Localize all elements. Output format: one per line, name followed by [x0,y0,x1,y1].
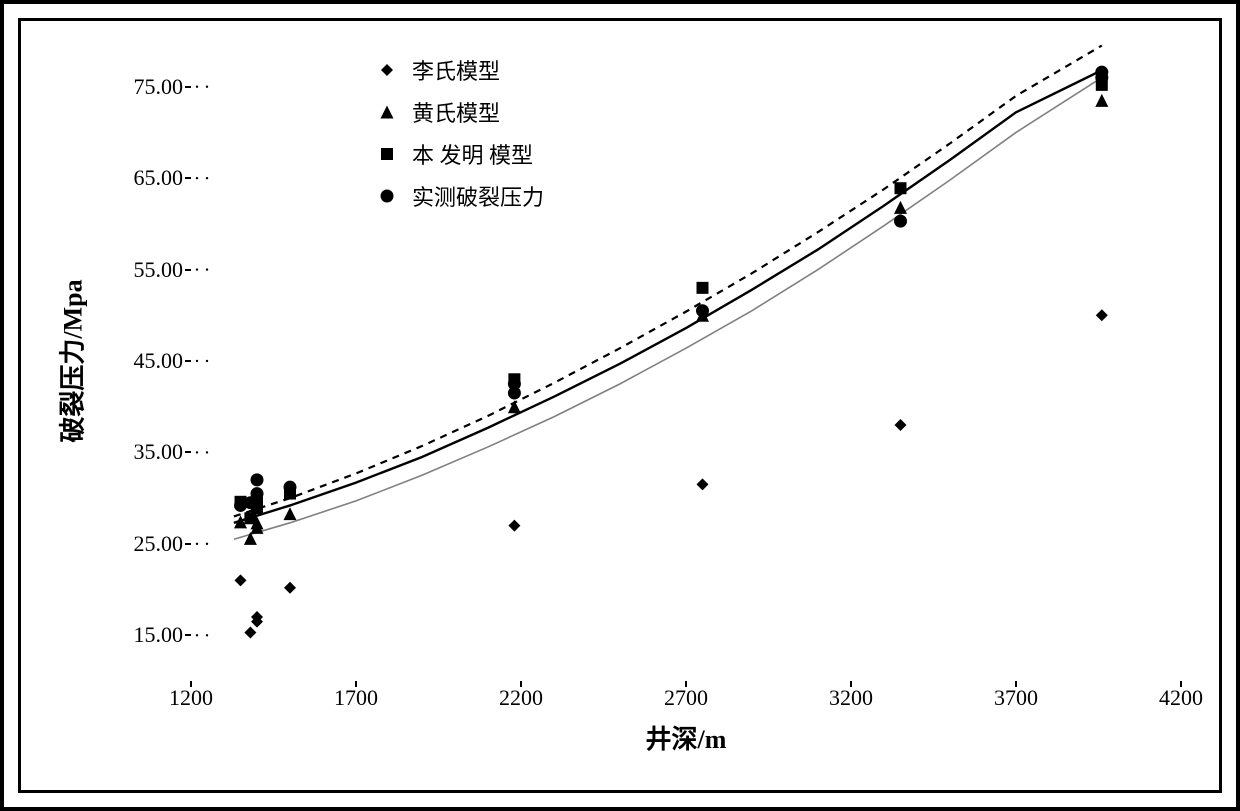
y-tick-mark [185,269,191,271]
x-tick-mark [355,681,357,687]
legend-marker-icon [376,185,398,207]
y-tick-mark [185,177,191,179]
y-tick-label: 55.00 [134,257,184,283]
x-tick-label: 3200 [829,685,873,711]
y-tick-mark [185,634,191,636]
legend-marker-icon [376,101,398,123]
y-tick-mark [185,360,191,362]
y-tick-label: 65.00 [134,165,184,191]
legend-item: 本 发明 模型 [376,140,544,168]
y-tick-label: 75.00 [134,74,184,100]
x-tick-label: 1200 [169,685,213,711]
chart-container: 15.00 25.00 35.00 45.00 55.00 65.00 75.00 1200 1… [18,18,1222,793]
x-tick-label: 1700 [334,685,378,711]
x-axis-title: 井深/m [646,719,727,756]
outer-frame: 15.00 25.00 35.00 45.00 55.00 65.00 75.00 1200 1… [0,0,1240,811]
y-tick-label: 15.00 [134,622,184,648]
x-tick-mark [685,681,687,687]
x-tick-label: 2200 [499,685,543,711]
legend-item: 李氏模型 [376,56,544,84]
legend-label: 本 发明 模型 [412,138,533,170]
x-tick-label: 3700 [994,685,1038,711]
y-tick-mark [185,86,191,88]
x-tick-label: 4200 [1159,685,1203,711]
x-tick-mark [1180,681,1182,687]
legend-marker-icon [376,59,398,81]
y-tick-label: 35.00 [134,439,184,465]
legend-label: 黄氏模型 [412,96,500,128]
legend-label: 李氏模型 [412,54,500,86]
legend-marker-icon [376,143,398,165]
y-tick-label: 25.00 [134,531,184,557]
x-tick-mark [1015,681,1017,687]
y-axis-title: 破裂压力/Mpa [53,279,90,442]
legend: 李氏模型黄氏模型本 发明 模型实测破裂压力 [376,56,544,224]
x-tick-mark [850,681,852,687]
x-tick-mark [190,681,192,687]
y-tick-label: 45.00 [134,348,184,374]
y-tick-mark [185,543,191,545]
y-tick-mark [185,451,191,453]
legend-item: 实测破裂压力 [376,182,544,210]
legend-label: 实测破裂压力 [412,180,544,212]
legend-item: 黄氏模型 [376,98,544,126]
plot-area: 15.0025.0035.0045.0055.0065.0075.0012001… [191,41,1181,681]
x-tick-label: 2700 [664,685,708,711]
chart-svg [191,41,1181,681]
x-tick-mark [520,681,522,687]
